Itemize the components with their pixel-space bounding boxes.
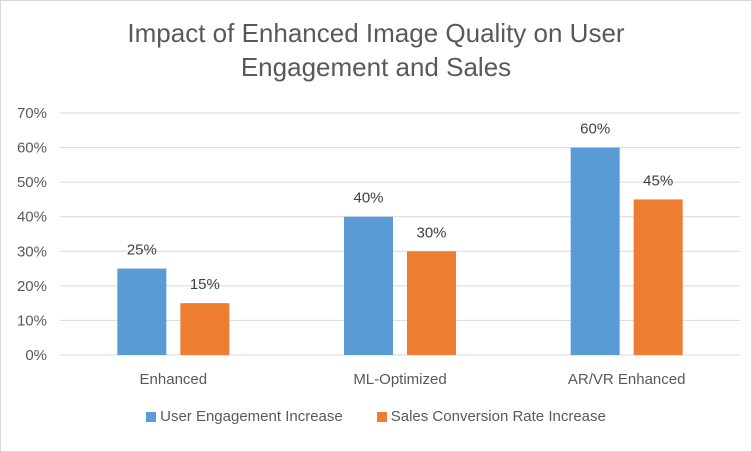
chart-title: Impact of Enhanced Image Quality on User… [0,16,752,84]
y-tick-label-60: 60% [17,140,47,157]
chart-title-line2: Engagement and Sales [240,52,512,82]
y-tick-label-20: 20% [17,278,47,295]
legend-swatch-sales [376,411,387,422]
bar-engagement-2 [570,147,620,355]
y-tick-label-40: 40% [17,209,47,226]
bar-sales-2 [633,199,683,355]
bar-sales-1 [407,251,456,355]
y-tick-label-50: 50% [17,174,47,191]
y-tick-label-10: 10% [17,312,47,329]
x-category-label-2: AR/VR Enhanced [568,371,686,388]
legend-item-engagement: User Engagement Increase [146,408,343,425]
bar-engagement-1 [344,216,393,355]
legend-item-sales: Sales Conversion Rate Increase [376,408,606,425]
y-tick-label-70: 70% [17,105,47,122]
legend-swatch-engagement [146,411,157,422]
legend-label-engagement: User Engagement Increase [160,408,343,425]
data-label-engagement-1: 40% [353,190,383,207]
legend: User Engagement Increase Sales Conversio… [0,408,752,425]
legend-label-sales: Sales Conversion Rate Increase [390,408,606,425]
x-category-label-0: Enhanced [140,371,208,388]
bar-engagement-0 [117,268,167,355]
x-category-label-1: ML-Optimized [353,371,446,388]
data-label-sales-0: 15% [190,276,220,293]
chart-title-line1: Impact of Enhanced Image Quality on User [127,18,625,48]
data-label-sales-1: 30% [416,224,446,241]
data-label-engagement-2: 60% [580,121,610,138]
y-tick-label-30: 30% [17,243,47,260]
data-label-sales-2: 45% [643,172,673,189]
y-tick-label-0: 0% [25,347,47,364]
bar-sales-0 [180,303,230,355]
data-label-engagement-0: 25% [127,242,157,259]
